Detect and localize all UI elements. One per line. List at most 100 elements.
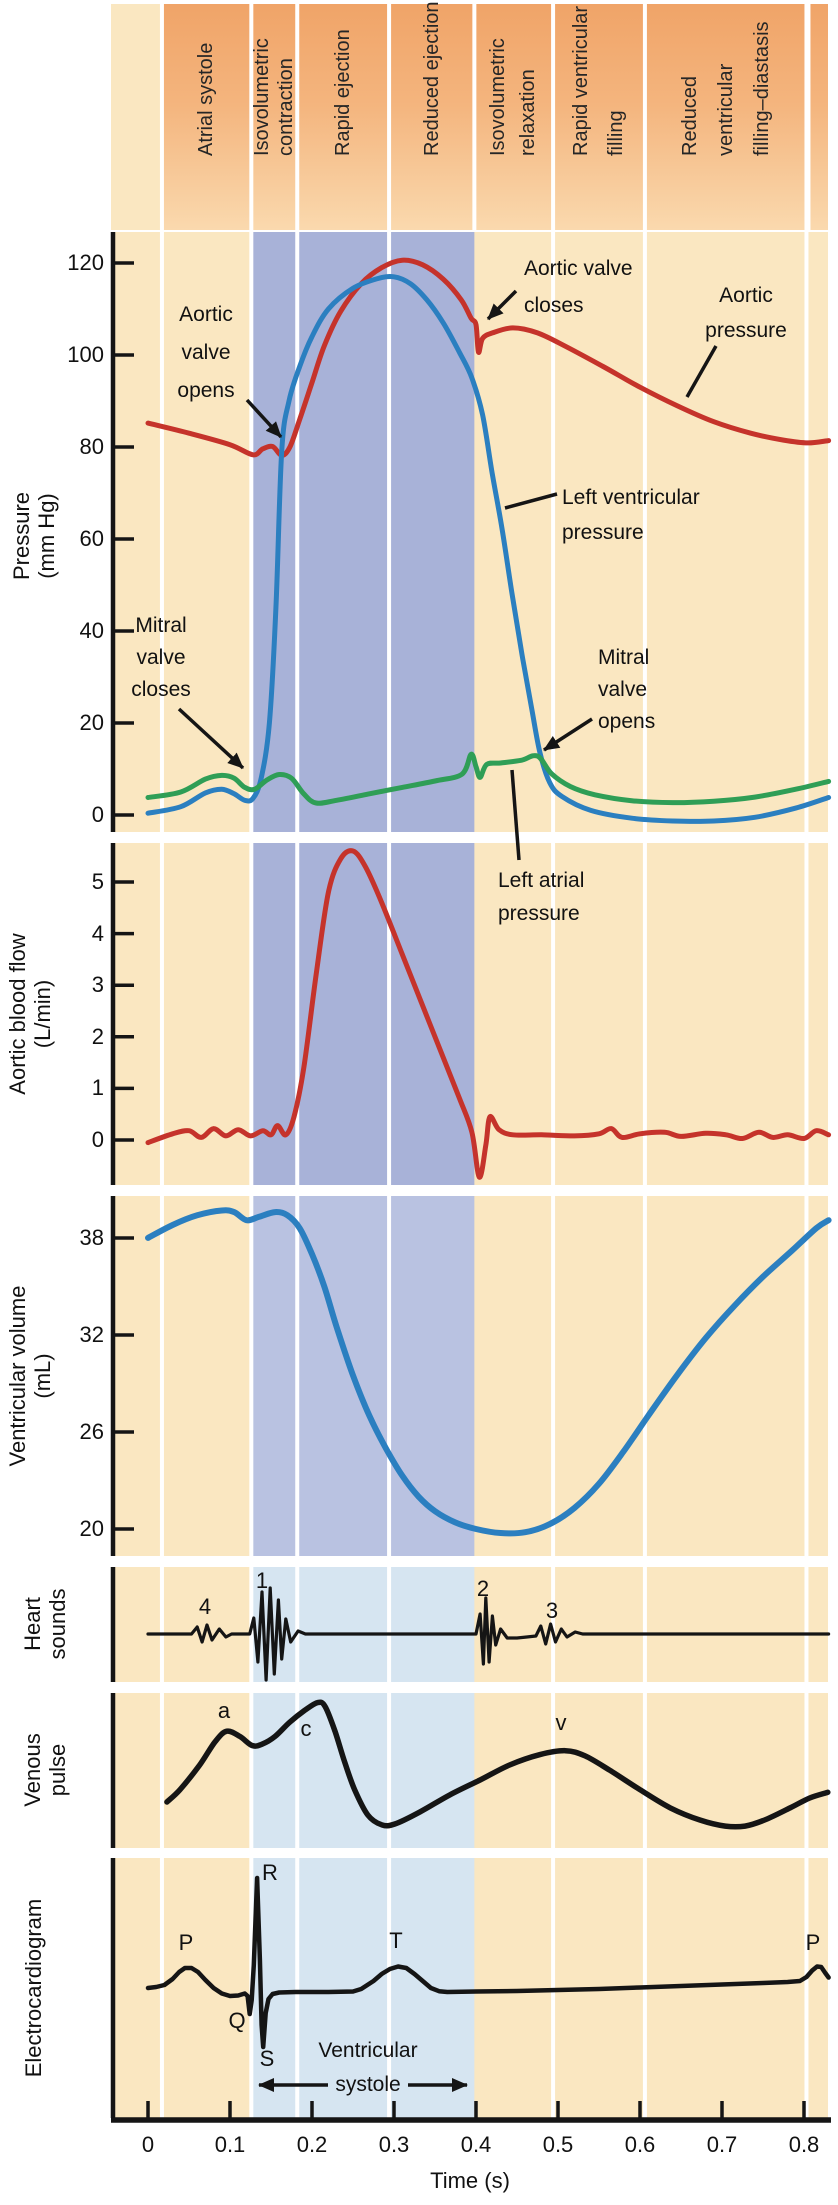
phase-line: Atrial systole bbox=[194, 42, 217, 156]
heart_sounds-curve-phonocardiogram bbox=[146, 1586, 831, 1682]
ecg-wave-label-Q-1: Q bbox=[228, 2008, 246, 2033]
annotation-line: pressure bbox=[705, 319, 787, 342]
ecg-axis-label: Electrocardiogram bbox=[21, 1838, 46, 2138]
annotation-aortic-valve-opens: Aortic valve opens bbox=[148, 296, 264, 410]
pressure-tick-label: 120 bbox=[67, 250, 104, 275]
annotation-line: opens bbox=[177, 379, 235, 402]
aortic-valve-closes-arrow bbox=[486, 289, 518, 321]
time-tick-label: 0 bbox=[141, 2132, 155, 2157]
pressure-systole-shading bbox=[251, 232, 475, 832]
phase-line: Rapid ventricular bbox=[570, 5, 593, 156]
annotation-ventricular-systole: Ventricular systole bbox=[288, 2034, 448, 2102]
ventricular_volume-tick-label: 20 bbox=[79, 1516, 104, 1541]
phase-label-isovolumetric-relaxation: Isovolumetric relaxation bbox=[484, 4, 544, 156]
phase-line: relaxation bbox=[516, 69, 539, 156]
time-axis-label: Time (s) bbox=[430, 2168, 510, 2193]
pressure-tick-label: 60 bbox=[79, 526, 104, 551]
pressure-curve-aortic-pressure bbox=[145, 257, 832, 458]
aortic_blood_flow-tick-label: 3 bbox=[91, 972, 104, 998]
phase-line: ventricular bbox=[714, 63, 737, 156]
phase-label-rapid-ventricular-filling: Rapid ventricular filling bbox=[564, 4, 634, 156]
ecg-wave-label-T-4: T bbox=[389, 1928, 403, 1953]
axis-label-line: Aortic blood flow bbox=[5, 933, 30, 1095]
venous-wave-label-a: a bbox=[217, 1698, 231, 1723]
phase-line: Reduced bbox=[678, 75, 701, 156]
phase-label-reduced-ejection: Reduced ejection bbox=[416, 1, 448, 156]
ventricular_volume-tick-label: 32 bbox=[79, 1321, 104, 1347]
phase-line: Isovolumetric bbox=[251, 38, 274, 156]
phase-line: Isovolumetric bbox=[486, 38, 509, 156]
heart-sound-label-1: 1 bbox=[255, 1568, 269, 1593]
time-tick-label: 0.3 bbox=[378, 2132, 410, 2157]
venous-wave-label-v: v bbox=[555, 1710, 567, 1735]
phase-label-atrial-systole: Atrial systole bbox=[190, 4, 224, 156]
annotation-left-atrial-pressure: Left atrial pressure bbox=[498, 864, 584, 930]
annotation-line: Aortic bbox=[179, 303, 233, 326]
ecg-wave-label-R-2: R bbox=[262, 1860, 278, 1885]
annotation-left-ventricular-pressure: Left ventricular pressure bbox=[562, 480, 700, 550]
annotation-aortic-pressure: Aortic pressure bbox=[683, 278, 809, 348]
time-tick-label: 0.1 bbox=[214, 2132, 246, 2157]
annotation-line: Aortic bbox=[719, 284, 773, 307]
annotation-line: Left ventricular bbox=[562, 486, 700, 509]
electrocardiogram-curve-ecg bbox=[145, 1875, 831, 2050]
venous-wave-label-c: c bbox=[300, 1716, 312, 1741]
annotation-line: pressure bbox=[498, 902, 580, 925]
annotation-line: valve bbox=[181, 341, 231, 364]
left-ventricular-pressure-pointer bbox=[504, 492, 558, 510]
pressure-curve-left-atrial-pressure bbox=[145, 751, 832, 806]
phase-line: contraction bbox=[275, 58, 298, 156]
flow-axis-label: Aortic blood flow (L/min) bbox=[5, 864, 55, 1164]
mitral-valve-opens-arrow bbox=[543, 717, 593, 752]
annotation-line: opens bbox=[598, 710, 656, 733]
phase-line: Rapid ejection bbox=[331, 29, 354, 156]
annotation-mitral-valve-closes: Mitral valve closes bbox=[106, 610, 216, 706]
heart-sound-label-3: 3 bbox=[545, 1598, 559, 1623]
aortic-pressure-pointer bbox=[685, 345, 718, 398]
time-tick-label: 0.7 bbox=[706, 2132, 738, 2157]
ventricular_volume-tick-label: 26 bbox=[79, 1418, 104, 1444]
heart-sound-label-4: 4 bbox=[198, 1594, 212, 1619]
ventricular_volume-systole-shading bbox=[251, 1196, 475, 1556]
pressure-tick-label: 80 bbox=[79, 434, 104, 459]
annotation-line: valve bbox=[136, 646, 186, 669]
ecg-wave-label-P-5: P bbox=[805, 1930, 821, 1955]
time-tick-label: 0.4 bbox=[460, 2132, 492, 2157]
ventricular_volume-tick-label: 38 bbox=[79, 1224, 104, 1250]
aortic_blood_flow-tick-label: 4 bbox=[91, 920, 104, 946]
annotation-line: Mitral bbox=[598, 646, 650, 669]
venous_pulse-systole-shading bbox=[251, 1693, 475, 1848]
ecg-wave-label-S-3: S bbox=[259, 2046, 275, 2071]
pressure-tick-label: 0 bbox=[91, 802, 104, 827]
annotation-aortic-valve-closes: Aortic valve closes bbox=[524, 250, 633, 324]
time-tick-label: 0.6 bbox=[624, 2132, 656, 2157]
pressure-curve-left-ventricular-pressure bbox=[145, 273, 832, 824]
annotation-line: closes bbox=[524, 294, 584, 317]
aortic_blood_flow-tick-label: 1 bbox=[91, 1075, 104, 1101]
phase-label-reduced-ventricular-filling: Reduced ventricular filling–diastasis bbox=[672, 4, 780, 156]
time-tick-label: 0.8 bbox=[788, 2132, 820, 2157]
heart-sound-label-2: 2 bbox=[476, 1576, 490, 1601]
time-tick-label: 0.2 bbox=[296, 2132, 328, 2157]
pressure-tick-label: 100 bbox=[67, 342, 104, 367]
aortic_blood_flow-curve-aortic-blood-flow bbox=[145, 848, 832, 1180]
annotation-line: systole bbox=[335, 2073, 401, 2096]
venous_pulse-curve-venous-pulse bbox=[164, 1699, 831, 1830]
annotation-line: valve bbox=[598, 678, 648, 701]
phase-label-isovolumetric-contraction: Isovolumetric contraction bbox=[250, 4, 298, 156]
phase-line: Reduced ejection bbox=[420, 1, 443, 156]
annotation-line: Aortic valve bbox=[524, 257, 633, 280]
pressure-tick-label: 20 bbox=[79, 710, 104, 735]
annotation-line: Left atrial bbox=[498, 869, 585, 892]
axis-label-line: (L/min) bbox=[30, 979, 55, 1049]
annotation-line: pressure bbox=[562, 521, 644, 544]
annotation-line: Mitral bbox=[135, 614, 187, 637]
annotation-line: Ventricular bbox=[318, 2039, 418, 2062]
phase-bar-lead-column bbox=[111, 4, 162, 230]
aortic_blood_flow-tick-label: 2 bbox=[91, 1023, 104, 1049]
axis-label-line: Electrocardiogram bbox=[21, 1898, 46, 2078]
aortic-valve-opens-arrow bbox=[245, 398, 283, 439]
annotation-line: closes bbox=[131, 678, 191, 701]
